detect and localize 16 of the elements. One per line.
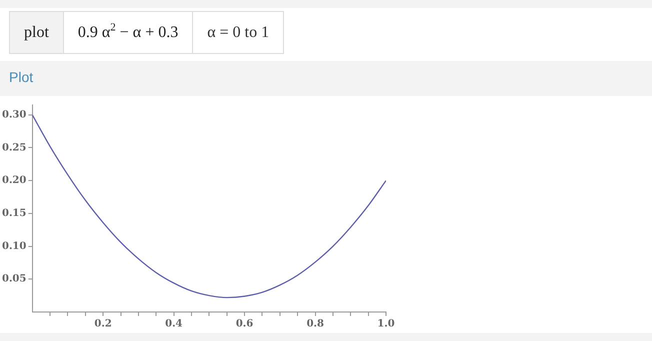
- y-tick-label: 0.30: [2, 109, 26, 120]
- text: α = 0 to 1: [192, 12, 284, 53]
- x-tick-label: 0.6: [236, 318, 254, 330]
- chart-title: Plot: [9, 69, 34, 85]
- text: plot: [10, 12, 63, 53]
- line-series: [32, 114, 386, 298]
- y-tick-label: 0.10: [2, 240, 26, 252]
- y-tick-label: 0.15: [2, 208, 26, 220]
- x-tick-label: 0.8: [306, 318, 324, 330]
- x-tick-label: 1.0: [377, 318, 395, 330]
- text: 0.9 α$^{2}$ − α + 0.3: [62, 12, 192, 53]
- y-tick-label: 0.20: [2, 175, 26, 186]
- x-tick-label: 0.4: [165, 318, 183, 330]
- x-tick-label: 0.2: [94, 318, 112, 330]
- y-tick-label: 0.25: [2, 142, 26, 154]
- y-tick-label: 0.05: [2, 274, 26, 285]
